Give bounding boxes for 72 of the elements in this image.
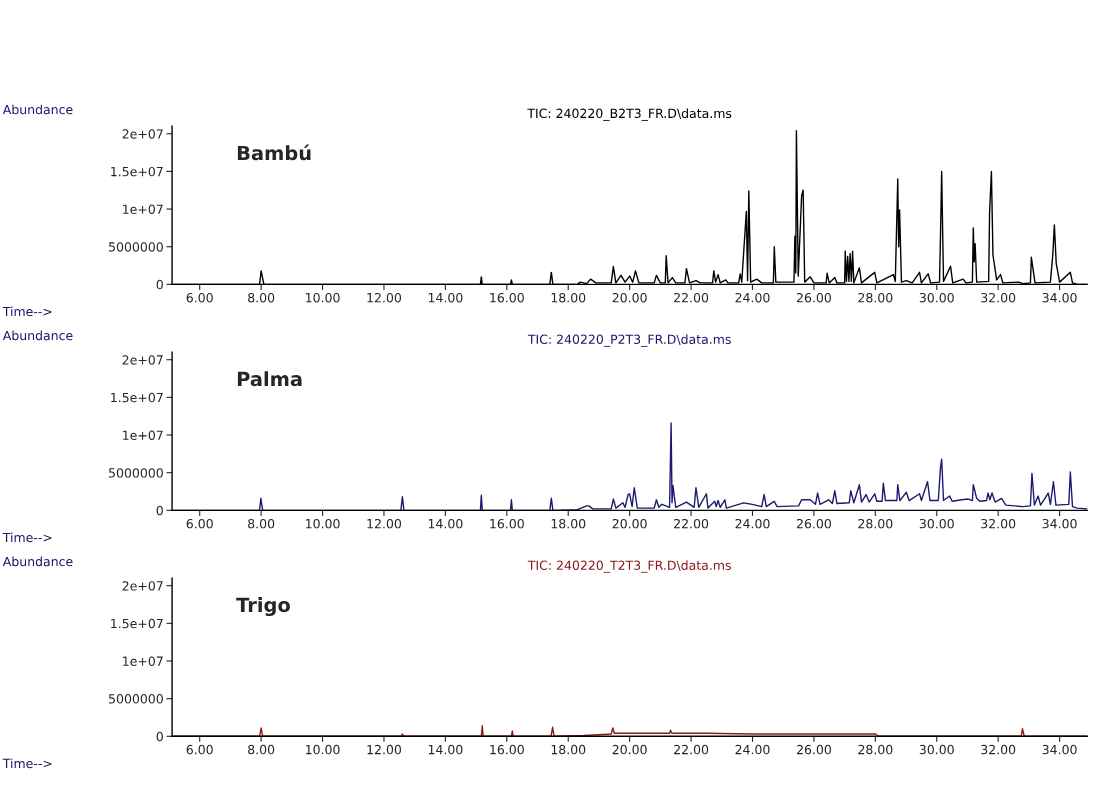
- annotation: Bambú: [237, 144, 311, 161]
- y-tick-label: 5000000: [109, 468, 163, 478]
- y-tick-label: 0: [156, 731, 163, 742]
- x-tick-label: 14.00: [428, 292, 463, 303]
- chart-title: TIC: 240220_P2T3_FR.D\data.ms: [527, 334, 731, 347]
- x-tick-label: 22.00: [674, 518, 709, 529]
- annotation: Trigo: [236, 597, 290, 617]
- chart-title: TIC: 240220_T2T3_FR.D\data.ms: [527, 560, 731, 573]
- x-tick-label: 24.00: [735, 518, 770, 529]
- x-tick-label: 16.00: [490, 744, 524, 755]
- x-tick-label: 32.00: [981, 518, 1016, 529]
- x-tick-label: 26.00: [796, 744, 831, 755]
- y-axis-title: Abundance: [2, 556, 73, 567]
- x-tick-label: 34.00: [1042, 518, 1077, 529]
- x-tick-label: 20.00: [612, 518, 647, 529]
- x-axis-title: Time-->: [2, 306, 52, 317]
- x-tick-label: 12.00: [367, 744, 402, 755]
- x-tick-label: 20.00: [612, 744, 647, 755]
- x-tick-label: 20.00: [612, 292, 647, 303]
- x-tick-label: 28.00: [858, 744, 893, 755]
- x-tick-label: 6.00: [186, 518, 213, 529]
- x-tick-label: 26.00: [796, 518, 831, 529]
- y-tick-label: 0: [156, 279, 163, 290]
- y-axis-title: Abundance: [2, 330, 73, 341]
- y-tick-label: 2e+07: [122, 581, 163, 591]
- x-tick-label: 34.00: [1042, 292, 1077, 303]
- chart-title: TIC: 240220_B2T3_FR.D\data.ms: [527, 108, 732, 121]
- y-tick-label: 2e+07: [122, 129, 163, 139]
- x-axis-title: Time-->: [2, 758, 52, 769]
- x-tick-label: 18.00: [551, 292, 586, 303]
- x-tick-label: 12.00: [367, 292, 402, 303]
- x-tick-label: 34.00: [1042, 744, 1077, 755]
- y-tick-label: 5000000: [109, 242, 163, 252]
- x-tick-label: 14.00: [428, 518, 463, 529]
- x-tick-label: 14.00: [428, 744, 463, 755]
- x-tick-label: 30.00: [919, 744, 954, 755]
- x-tick-label: 26.00: [796, 292, 831, 303]
- x-tick-label: 18.00: [551, 744, 586, 755]
- x-tick-label: 12.00: [367, 518, 402, 529]
- y-tick-label: 1e+07: [123, 204, 163, 214]
- x-tick-label: 10.00: [306, 518, 340, 529]
- x-tick-label: 24.00: [735, 744, 770, 755]
- x-tick-label: 6.00: [186, 744, 213, 755]
- x-tick-label: 22.00: [674, 292, 709, 303]
- x-tick-label: 16.00: [490, 518, 524, 529]
- y-tick-label: 1e+07: [123, 430, 163, 440]
- x-tick-label: 22.00: [674, 744, 709, 755]
- x-tick-label: 10.00: [306, 744, 340, 755]
- y-tick-label: 1.5e+07: [111, 618, 163, 629]
- x-tick-label: 18.00: [551, 518, 586, 529]
- annotation: Palma: [237, 371, 302, 387]
- x-tick-label: 8.00: [248, 744, 275, 755]
- y-tick-label: 5000000: [109, 694, 163, 704]
- y-tick-label: 2e+07: [122, 355, 163, 365]
- x-tick-label: 32.00: [981, 744, 1016, 755]
- y-tick-label: 1e+07: [123, 656, 163, 666]
- x-tick-label: 8.00: [248, 292, 275, 303]
- y-tick-label: 1.5e+07: [111, 166, 163, 177]
- y-tick-label: 1.5e+07: [111, 392, 163, 403]
- x-tick-label: 32.00: [981, 292, 1016, 303]
- y-tick-label: 0: [156, 505, 163, 516]
- x-tick-label: 24.00: [735, 292, 770, 303]
- x-axis-title: Time-->: [2, 532, 52, 543]
- x-tick-label: 30.00: [919, 292, 954, 303]
- x-tick-label: 8.00: [248, 518, 275, 529]
- x-tick-label: 28.00: [858, 518, 893, 529]
- x-tick-label: 10.00: [306, 292, 340, 303]
- x-tick-label: 30.00: [919, 518, 954, 529]
- x-tick-label: 28.00: [858, 292, 893, 303]
- x-tick-label: 16.00: [490, 292, 524, 303]
- x-tick-label: 6.00: [186, 292, 213, 303]
- y-axis-title: Abundance: [2, 104, 73, 115]
